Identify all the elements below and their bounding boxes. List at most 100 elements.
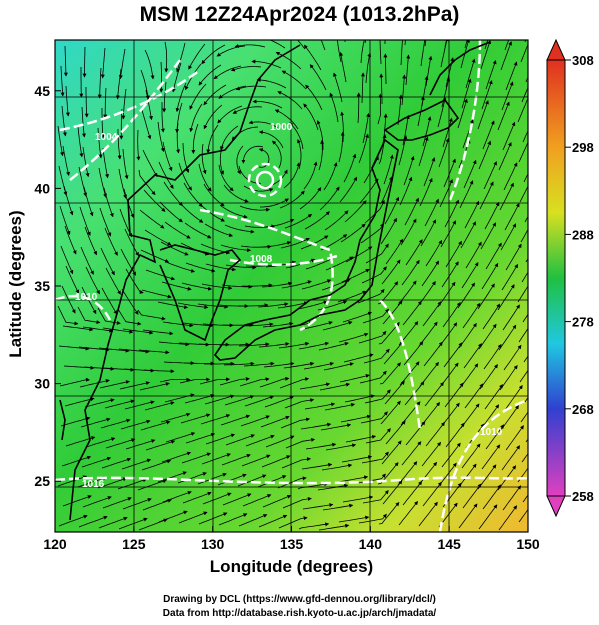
streamline: [178, 511, 208, 524]
streamline: [522, 494, 528, 503]
streamline: [405, 239, 423, 266]
streamline: [97, 477, 128, 489]
streamline: [382, 300, 403, 325]
colorbar-tick-label: 308: [572, 53, 594, 68]
streamline: [502, 121, 516, 151]
streamline: [459, 180, 474, 209]
streamline: [243, 185, 274, 192]
streamline: [358, 513, 387, 524]
streamline: [202, 492, 232, 505]
streamline: [260, 198, 289, 208]
streamline: [139, 382, 170, 391]
streamline: [461, 262, 479, 289]
streamline: [264, 218, 295, 228]
streamline: [100, 247, 115, 276]
streamline: [363, 348, 390, 364]
streamline: [358, 133, 369, 164]
y-tick-label: 35: [34, 278, 50, 294]
coastlines: [59, 41, 491, 521]
streamline: [120, 248, 136, 276]
streamline: [225, 434, 255, 446]
streamline: [189, 83, 207, 110]
streamline: [164, 41, 169, 73]
streamline: [365, 428, 391, 444]
streamline: [337, 40, 342, 63]
streamline: [97, 67, 102, 99]
y-axis-label: Latitude (degrees): [6, 210, 25, 358]
streamline: [425, 239, 443, 267]
streamline: [176, 122, 181, 154]
streamline: [400, 218, 417, 246]
streamline: [505, 425, 524, 451]
streamline: [460, 221, 476, 249]
streamline: [397, 280, 417, 306]
streamline: [105, 267, 121, 295]
streamline: [481, 262, 499, 290]
colorbar-gradient: [546, 59, 566, 497]
streamline: [364, 40, 367, 44]
streamline: [234, 43, 266, 48]
streamline: [305, 257, 335, 270]
streamline: [181, 282, 213, 291]
streamline: [64, 225, 77, 255]
streamline: [479, 181, 494, 210]
streamline: [224, 224, 255, 234]
streamline: [161, 451, 192, 463]
streamline: [101, 457, 132, 469]
streamline: [441, 261, 459, 288]
streamline: [329, 92, 339, 123]
colorbar-min-arrow: [546, 495, 566, 518]
streamline: [345, 246, 373, 263]
streamline: [144, 49, 155, 80]
streamline: [419, 177, 433, 207]
streamline: [477, 283, 495, 310]
streamline: [418, 321, 438, 347]
streamline: [505, 243, 522, 271]
streamline: [243, 361, 275, 367]
streamline: [443, 342, 463, 368]
streamline: [199, 377, 231, 385]
colorbar-max-arrow: [546, 38, 566, 61]
streamline: [242, 494, 272, 507]
grid-lines: [55, 40, 528, 532]
streamline: [60, 416, 91, 427]
streamline: [483, 161, 497, 190]
streamline: [345, 434, 377, 443]
streamline: [504, 384, 523, 411]
streamline: [124, 400, 155, 410]
footer-credit: Drawing by DCL (https://www.gfd-dennou.o…: [163, 594, 436, 605]
streamline: [282, 496, 312, 509]
streamline: [281, 457, 311, 469]
streamline: [178, 162, 192, 191]
streamline: [457, 98, 468, 129]
streamline: [274, 109, 299, 130]
streamline: [79, 379, 110, 388]
streamline: [163, 181, 183, 207]
streamline: [60, 245, 74, 275]
streamline: [379, 40, 382, 65]
streamline: [325, 256, 354, 271]
x-axis-ticks: 120 125 130 135 140 145 150: [43, 526, 540, 552]
streamline: [383, 340, 404, 365]
streamline: [264, 395, 294, 408]
streamline: [418, 136, 429, 167]
streamline: [185, 262, 216, 273]
streamline: [305, 442, 337, 450]
streamline: [321, 463, 353, 471]
streamline: [399, 176, 413, 206]
streamline: [437, 281, 456, 308]
streamline: [360, 40, 365, 64]
streamline: [122, 148, 129, 180]
streamline: [302, 321, 333, 330]
streamline: [83, 186, 94, 217]
streamline: [340, 414, 372, 423]
streamline: [159, 377, 191, 383]
streamline: [397, 461, 418, 486]
streamline: [213, 65, 242, 80]
streamline: [180, 413, 211, 424]
streamline: [520, 228, 528, 243]
streamline: [463, 343, 482, 369]
streamline: [141, 289, 172, 299]
streamline: [100, 47, 106, 79]
streamline: [191, 123, 199, 155]
